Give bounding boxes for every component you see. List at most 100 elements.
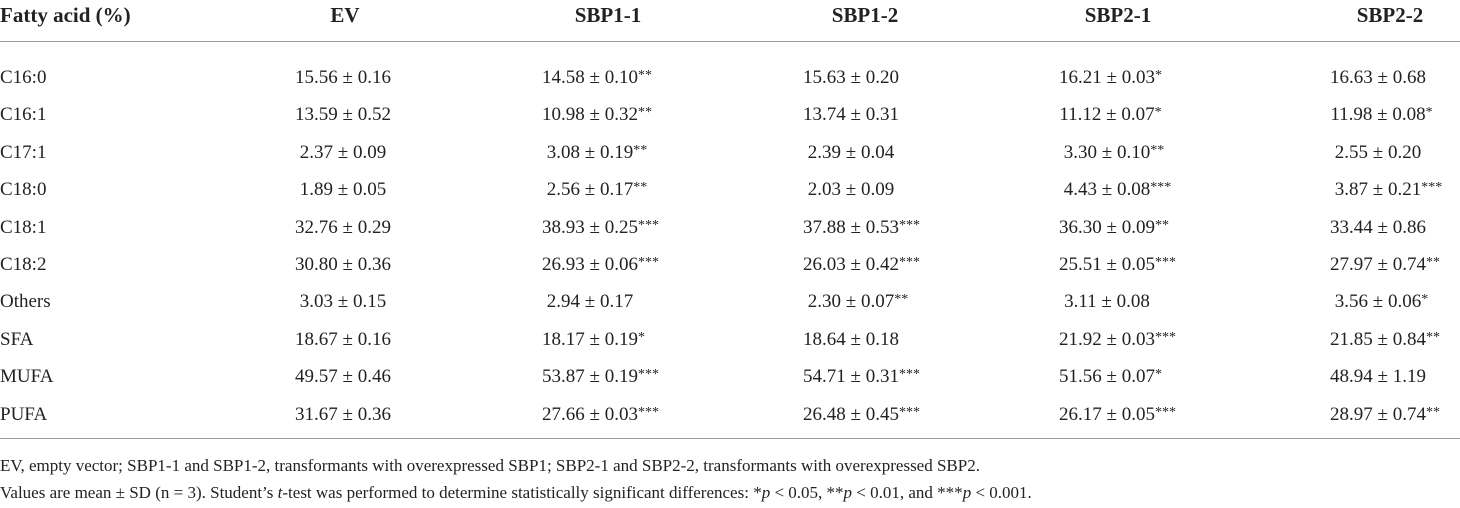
cell-value: 11.98 ± 0.08 * — [1330, 103, 1432, 127]
significance: *** — [898, 217, 920, 233]
significance: *** — [1154, 404, 1176, 420]
cell-text: 30.80 ± 0.36 — [295, 254, 391, 275]
cell-text: 25.51 ± 0.05 — [1059, 254, 1155, 275]
cell-value: 54.71 ± 0.31 *** — [803, 365, 920, 389]
cell-text: 2.55 ± 0.20 — [1334, 141, 1422, 163]
cell-text: 26.03 ± 0.42 — [803, 254, 899, 275]
cell-text: 26.93 ± 0.06 — [542, 254, 638, 275]
column-header: SBP1-1 — [574, 3, 642, 27]
cell-text: 13.59 ± 0.52 — [295, 104, 391, 126]
row-label: C16:1 — [0, 103, 46, 127]
cell-text: 36.30 ± 0.09 — [1059, 216, 1155, 238]
cell-text: 14.58 ± 0.10 — [542, 67, 638, 88]
significance: *** — [637, 255, 659, 270]
cell-value: 15.56 ± 0.16 — [295, 66, 391, 90]
cell-text: 27.66 ± 0.03 — [542, 403, 638, 425]
cell-text: 21.85 ± 0.84 — [1330, 328, 1426, 350]
cell-value: 16.63 ± 0.68 — [1330, 66, 1426, 90]
significance: ** — [637, 105, 652, 121]
cell-value: 13.59 ± 0.52 — [295, 103, 391, 127]
cell-text: 28.97 ± 0.74 — [1330, 403, 1426, 425]
cell-value: 3.11 ± 0.08 — [1064, 290, 1150, 314]
significance: *** — [898, 367, 920, 383]
cell-text: 3.30 ± 0.10 — [1063, 141, 1151, 163]
cell-value: 26.48 ± 0.45 *** — [803, 403, 920, 427]
cell-text: 13.74 ± 0.31 — [803, 104, 899, 126]
cell-text: 3.87 ± 0.21 — [1334, 179, 1422, 201]
significance: * — [637, 329, 645, 345]
significance: ** — [1425, 404, 1440, 420]
cell-text: 33.44 ± 0.86 — [1330, 216, 1426, 238]
cell-value: 21.85 ± 0.84 ** — [1330, 328, 1440, 352]
column-header: SBP2-2 — [1356, 3, 1424, 27]
cell-value: 26.03 ± 0.42 *** — [803, 253, 920, 277]
cell-text: Others — [0, 291, 51, 313]
significance: ** — [1150, 142, 1165, 158]
footnote-text: t — [277, 483, 283, 502]
cell-value: 2.55 ± 0.20 — [1335, 141, 1421, 165]
cell-text: 2.37 ± 0.09 — [299, 141, 387, 163]
row-label: MUFA — [0, 365, 54, 389]
cell-value: 30.80 ± 0.36 — [295, 253, 391, 277]
row-label: C18:2 — [0, 253, 46, 277]
cell-value: 53.87 ± 0.19 *** — [542, 365, 659, 389]
cell-text: 16.63 ± 0.68 — [1330, 67, 1426, 88]
cell-text: C18:1 — [0, 216, 47, 238]
cell-text: 2.94 ± 0.17 — [546, 291, 634, 313]
cell-text: 3.03 ± 0.15 — [299, 291, 387, 313]
cell-text: PUFA — [0, 403, 48, 425]
cell-value: 18.67 ± 0.16 — [295, 328, 391, 352]
footnote-text: < 0.01, and *** — [852, 483, 963, 502]
cell-text: 26.48 ± 0.45 — [803, 403, 899, 425]
cell-value: 3.30 ± 0.10 ** — [1063, 141, 1164, 165]
cell-text: 1.89 ± 0.05 — [299, 179, 387, 201]
footnote-text: -test was performed to determine statist… — [282, 483, 762, 502]
cell-text: C16:0 — [0, 67, 47, 88]
significance: ** — [1425, 329, 1440, 345]
footnote-text: < 0.05, ** — [770, 483, 844, 502]
footnote-text: Values are mean ± SD (n = 3). Student’s — [0, 483, 278, 502]
cell-value: 26.17 ± 0.05 *** — [1059, 403, 1176, 427]
cell-value: 38.93 ± 0.25 *** — [542, 216, 659, 240]
footnote-text: < 0.001. — [971, 483, 1032, 502]
significance: *** — [1421, 180, 1443, 196]
significance: *** — [1154, 329, 1176, 345]
significance: ** — [1154, 217, 1169, 233]
column-header: SBP1-2 — [831, 3, 899, 27]
cell-text: 10.98 ± 0.32 — [542, 104, 638, 126]
cell-text: 18.17 ± 0.19 — [542, 328, 638, 350]
column-header: EV — [330, 3, 360, 27]
cell-value: 31.67 ± 0.36 — [295, 403, 391, 427]
row-label: C18:1 — [0, 216, 46, 240]
cell-text: 48.94 ± 1.19 — [1330, 366, 1426, 388]
cell-value: 15.63 ± 0.20 — [803, 66, 899, 90]
cell-value: 10.98 ± 0.32 ** — [542, 103, 652, 127]
row-label: C17:1 — [0, 141, 46, 165]
cell-text: 2.39 ± 0.04 — [807, 141, 895, 163]
significance: *** — [637, 367, 659, 383]
cell-text: SFA — [0, 328, 34, 350]
footnote-text: p — [761, 483, 771, 502]
cell-text: 4.43 ± 0.08 — [1063, 179, 1151, 201]
cell-value: 21.92 ± 0.03 *** — [1059, 328, 1176, 352]
cell-text: 37.88 ± 0.53 — [803, 216, 899, 238]
footnote-text: EV, empty vector; SBP1-1 and SBP1-2, tra… — [0, 456, 980, 475]
cell-text: 11.98 ± 0.08 — [1330, 104, 1426, 126]
cell-text: 49.57 ± 0.46 — [295, 366, 391, 388]
cell-value: 2.37 ± 0.09 — [300, 141, 386, 165]
cell-text: 3.56 ± 0.06 — [1334, 291, 1422, 313]
cell-text: 21.92 ± 0.03 — [1059, 328, 1155, 350]
significance: * — [1154, 367, 1162, 383]
significance: *** — [898, 404, 920, 420]
cell-value: 2.56 ± 0.17 ** — [547, 178, 647, 202]
cell-value: 51.56 ± 0.07 * — [1059, 365, 1162, 389]
cell-text: 27.97 ± 0.74 — [1330, 254, 1426, 275]
row-label: PUFA — [0, 403, 47, 427]
cell-value: 36.30 ± 0.09 ** — [1059, 216, 1169, 240]
row-label: C16:0 — [0, 66, 46, 90]
significance: *** — [637, 217, 659, 233]
significance: *** — [898, 255, 920, 270]
cell-value: 18.64 ± 0.18 — [803, 328, 899, 352]
cell-value: 14.58 ± 0.10 ** — [542, 66, 652, 90]
